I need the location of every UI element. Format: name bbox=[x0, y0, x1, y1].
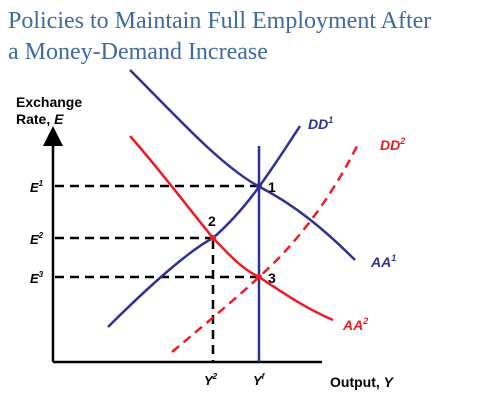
x-axis-label: Output, Y bbox=[330, 374, 395, 390]
y-axis-label-line-2: Rate, E bbox=[16, 111, 64, 127]
e2-level-label: E2 bbox=[30, 231, 44, 247]
aa2-label: AA2 bbox=[342, 316, 368, 333]
point-3-marker bbox=[256, 274, 262, 280]
dd1-label: DD1 bbox=[308, 115, 333, 132]
yf-level-label: Yf bbox=[253, 372, 266, 388]
y-axis-label-line-1: Exchange bbox=[16, 94, 82, 110]
diagram-title: Policies to Maintain Full Employment Aft… bbox=[8, 6, 478, 68]
y2-level-label: Y2 bbox=[204, 372, 218, 388]
point-2-label: 2 bbox=[208, 213, 216, 229]
point-3-label: 3 bbox=[268, 270, 276, 286]
aa2-curve bbox=[129, 135, 334, 322]
aa1-curve bbox=[129, 69, 356, 261]
e3-level-label: E3 bbox=[30, 270, 44, 286]
dd2-curve bbox=[171, 145, 359, 353]
guide-lines bbox=[55, 184, 259, 362]
point-1-label: 1 bbox=[268, 179, 276, 195]
title-line-1: Policies to Maintain Full Employment Aft… bbox=[8, 8, 432, 34]
e1-level-label: E1 bbox=[30, 179, 44, 195]
aa1-label: AA1 bbox=[370, 253, 396, 270]
point-2-marker bbox=[210, 235, 216, 241]
title-line-2: a Money-Demand Increase bbox=[8, 39, 268, 65]
dd2-label: DD2 bbox=[380, 136, 405, 153]
point-1-marker bbox=[256, 183, 262, 189]
